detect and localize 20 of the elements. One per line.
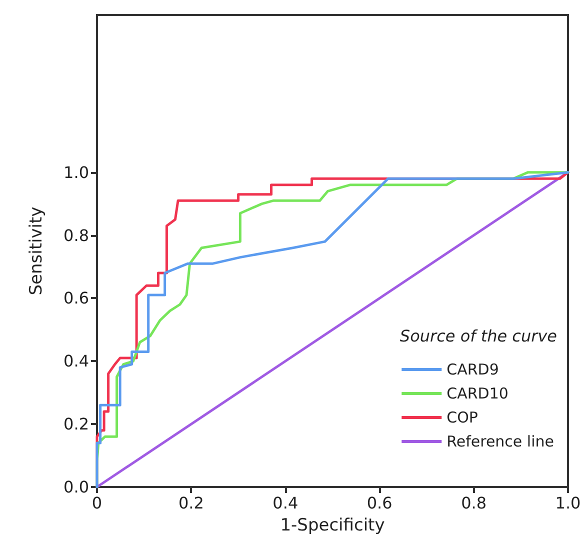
legend-label: COP bbox=[446, 408, 478, 426]
x-axis-title: 1-Specificity bbox=[280, 516, 385, 536]
x-tick-label: 0.4 bbox=[272, 494, 298, 512]
y-tick-label: 0.0 bbox=[64, 478, 89, 496]
x-tick-label: 0.6 bbox=[366, 494, 392, 512]
legend-label: Reference line bbox=[446, 432, 554, 450]
legend-label: CARD10 bbox=[446, 384, 508, 402]
x-tick-label: 0.2 bbox=[178, 494, 204, 512]
x-tick-label: 0.8 bbox=[461, 494, 487, 512]
y-tick-label: 0.8 bbox=[64, 226, 89, 245]
y-tick-label: 1.0 bbox=[64, 162, 89, 182]
y-tick-label: 0.4 bbox=[64, 352, 89, 371]
legend-title: Source of the curve bbox=[400, 326, 558, 346]
y-tick-label: 0.2 bbox=[64, 414, 89, 434]
x-tick-label: 0 bbox=[92, 494, 102, 512]
line-series bbox=[96, 171, 570, 488]
legend-label: CARD9 bbox=[446, 360, 499, 378]
y-axis-title: Sensitivity bbox=[26, 206, 46, 296]
y-tick-label: 0.6 bbox=[64, 288, 89, 308]
x-tick-label: 1.0 bbox=[555, 494, 581, 512]
